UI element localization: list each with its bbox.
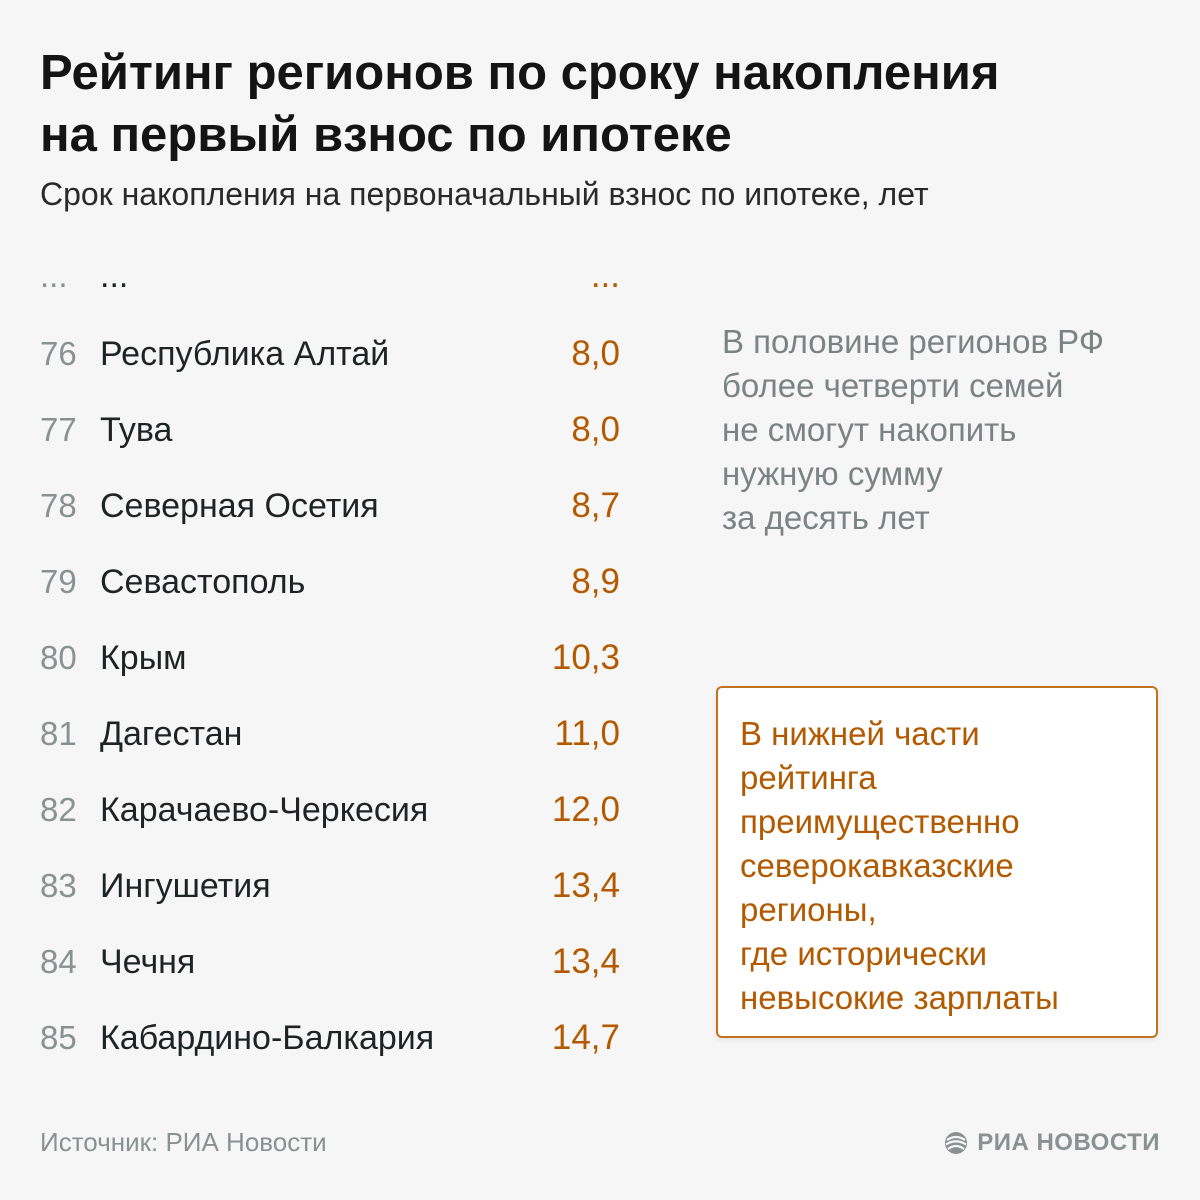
region-cell: Ингушетия — [100, 867, 271, 905]
chart-title: Рейтинг регионов по сроку накопления на … — [40, 42, 1160, 166]
note-line: за десять лет — [722, 499, 930, 536]
rank-cell: 78 — [40, 487, 77, 524]
region-cell: Республика Алтай — [100, 335, 390, 373]
value-cell: 13,4 — [551, 866, 620, 905]
logo-text: РИА НОВОСТИ — [977, 1129, 1160, 1156]
callout-line: невысокие зарплаты — [740, 979, 1059, 1016]
value-cell: 11,0 — [554, 714, 620, 753]
table-row: 78 Северная Осетия 8,7 — [40, 476, 620, 552]
note-line: В половине регионов РФ — [722, 323, 1104, 360]
table-row: 85 Кабардино-Балкария 14,7 — [40, 1008, 620, 1084]
ria-logo: РИА НОВОСТИ — [943, 1126, 1160, 1160]
callout-line: где исторически — [740, 935, 988, 972]
rank-cell: ... — [40, 257, 68, 294]
table-row: 77 Тува 8,0 — [40, 400, 620, 476]
source-label: Источник: РИА Новости — [40, 1127, 327, 1157]
table-row: 82 Карачаево-Черкесия 12,0 — [40, 780, 620, 856]
value-cell: 8,0 — [571, 410, 620, 449]
region-cell: ... — [100, 257, 129, 295]
callout-line: В нижней части — [740, 715, 980, 752]
note-line: не смогут накопить — [722, 411, 1017, 448]
table-row: 84 Чечня 13,4 — [40, 932, 620, 1008]
value-cell: 12,0 — [551, 790, 620, 829]
callout-line: рейтинга — [740, 759, 877, 796]
callout-line: регионы, — [740, 891, 877, 928]
region-cell: Севастополь — [100, 563, 306, 601]
table-row: 81 Дагестан 11,0 — [40, 704, 620, 780]
rank-cell: 85 — [40, 1019, 77, 1056]
value-cell: 14,7 — [551, 1018, 620, 1057]
note-line: нужную сумму — [722, 455, 943, 492]
note-line: более четверти семей — [722, 367, 1064, 404]
title-line-1: Рейтинг регионов по сроку накопления — [40, 46, 1000, 100]
rank-cell: 76 — [40, 335, 77, 372]
value-cell: 8,0 — [571, 334, 620, 373]
value-cell: 8,7 — [571, 486, 620, 525]
rank-cell: 80 — [40, 639, 77, 676]
value-cell: 13,4 — [551, 942, 620, 981]
region-cell: Кабардино-Балкария — [100, 1019, 435, 1057]
region-cell: Крым — [100, 639, 187, 677]
chart-subtitle: Срок накопления на первоначальный взнос … — [40, 176, 929, 212]
rank-cell: 84 — [40, 943, 77, 980]
callout-line: северокавказские — [740, 847, 1014, 884]
region-cell: Тува — [100, 411, 173, 449]
table-row: 76 Республика Алтай 8,0 — [40, 324, 620, 400]
rank-cell: 83 — [40, 867, 77, 904]
ellipsis-row: ... ... ... — [40, 248, 620, 324]
side-note: В половине регионов РФ более четверти сем… — [722, 320, 1162, 540]
value-cell: 10,3 — [551, 638, 620, 677]
ranking-table: ... ... ... 76 Республика Алтай 8,0 77 Тува 8… — [40, 248, 620, 1084]
ria-globe-icon — [945, 1132, 968, 1154]
region-cell: Чечня — [100, 943, 196, 981]
table-row: 79 Севастополь 8,9 — [40, 552, 620, 628]
rank-cell: 77 — [40, 411, 77, 448]
region-cell: Карачаево-Черкесия — [100, 791, 429, 829]
value-cell: ... — [590, 256, 620, 295]
table-row: 80 Крым 10,3 — [40, 628, 620, 704]
callout-box: В нижней части рейтинга преимущественно сев… — [716, 686, 1158, 1038]
region-cell: Северная Осетия — [100, 487, 379, 525]
rank-cell: 81 — [40, 715, 77, 752]
title-line-2: на первый взнос по ипотеке — [40, 108, 732, 162]
rank-cell: 82 — [40, 791, 77, 828]
callout-line: преимущественно — [740, 803, 1020, 840]
value-cell: 8,9 — [571, 562, 620, 601]
region-cell: Дагестан — [100, 715, 243, 753]
table-row: 83 Ингушетия 13,4 — [40, 856, 620, 932]
rank-cell: 79 — [40, 563, 77, 600]
